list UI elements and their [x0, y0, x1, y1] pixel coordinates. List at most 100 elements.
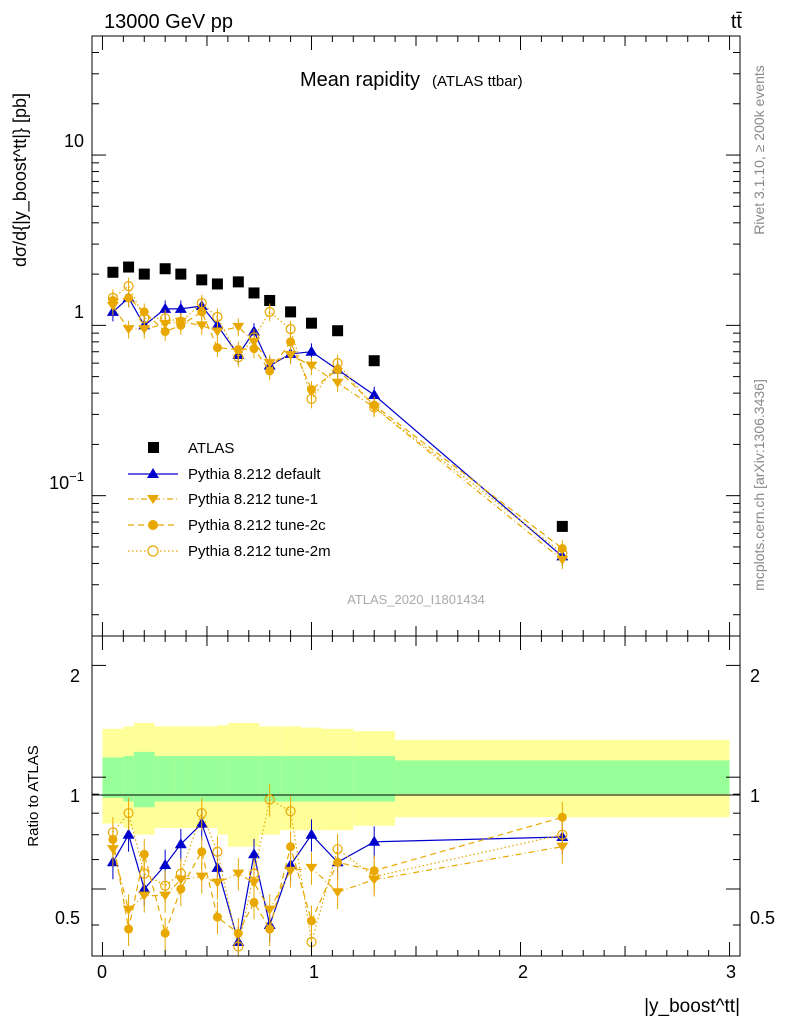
ratio-tune1-point: [305, 863, 318, 873]
ratio-default-point: [368, 835, 381, 846]
atlas-point: [305, 317, 317, 329]
tune2m-point: [233, 352, 244, 363]
tune1-point: [331, 378, 344, 388]
atlas-point: [556, 520, 568, 532]
ratio-tune2m-point: [332, 844, 343, 855]
ratio-tune2m-point: [107, 827, 119, 838]
band-inner: [133, 751, 155, 808]
plot-title: Mean rapidity: [300, 69, 420, 91]
ratio-tune2m-point: [139, 868, 150, 879]
ratio-tune2c-point: [197, 847, 207, 857]
ratio-tune1-point: [211, 878, 224, 888]
tune2c-point: [265, 366, 275, 376]
main-series: [106, 261, 569, 570]
tune2m-point: [332, 358, 343, 369]
ratio-tune1-point: [331, 888, 344, 898]
tune1-point: [284, 350, 297, 360]
ratio-tune2c-point: [265, 924, 275, 934]
ratio-y-tick-label: 0.5: [55, 908, 80, 928]
ratio-tune1-point: [232, 869, 245, 879]
tune1-point: [305, 361, 318, 371]
x-tick-label: 1: [309, 962, 319, 982]
atlas-point: [264, 294, 276, 306]
band-inner: [186, 756, 218, 802]
tune2m-point: [306, 393, 317, 405]
ratio-tune1-point: [138, 891, 151, 901]
atlas-point: [368, 355, 380, 367]
tune2c-point: [212, 343, 222, 353]
band-inner: [353, 756, 396, 802]
ratio-panel: 0.5 1 2 0.5 1 2 Ratio to ATLAS 0 1 2 3 |…: [25, 635, 775, 1017]
ratio-tune2m-point: [123, 808, 134, 819]
ratio-tune2m-point: [264, 794, 275, 805]
legend-entry-default: Pythia 8.212 default: [128, 466, 321, 483]
ratio-tune2m-point: [196, 808, 207, 819]
tune1-point: [195, 321, 208, 331]
tune2m-point: [248, 332, 260, 343]
legend-entry-tune2c: Pythia 8.212 tune-2c: [128, 517, 326, 534]
series-tune1: [106, 297, 569, 570]
band-inner: [154, 756, 176, 802]
ratio-tune2m-point: [212, 846, 223, 857]
ratio-default-point: [122, 828, 135, 839]
ratio-tune2m-point: [557, 829, 568, 840]
ratio-tune2c-point: [249, 897, 259, 907]
atlas-point: [196, 274, 208, 286]
ratio-tune2m-point: [285, 806, 296, 817]
atlas-point: [159, 263, 171, 275]
band-inner: [259, 756, 281, 802]
tune1-point: [232, 322, 245, 332]
tune2m-point: [160, 313, 171, 324]
ratio-tune2c-point: [160, 928, 170, 938]
y-tick-label: 10−1: [49, 469, 84, 493]
atlas-point: [138, 268, 150, 280]
ratio-tune2c-point: [124, 924, 134, 934]
x-tick-label: 3: [726, 962, 736, 982]
band-inner: [175, 756, 187, 802]
ratio-ticks: [92, 636, 740, 956]
tune2c-point: [306, 385, 316, 395]
tune2m-point: [212, 311, 223, 323]
analysis-id: ATLAS_2020_I1801434: [347, 592, 485, 607]
svg-text:Pythia 8.212 tune-2m: Pythia 8.212 tune-2m: [188, 543, 331, 560]
svg-text:ATLAS: ATLAS: [188, 440, 234, 457]
tune2m-point: [175, 316, 186, 327]
band-inner: [395, 760, 730, 795]
legend: ATLAS Pythia 8.212 default Pythia 8.212 …: [128, 440, 331, 560]
legend-entry-tune2m: Pythia 8.212 tune-2m: [128, 543, 331, 560]
band-inner: [217, 756, 228, 802]
tune2m-point: [285, 324, 296, 335]
series-tune2m: [107, 277, 568, 563]
tune1-point: [138, 325, 151, 335]
ratio-tune2m-point: [233, 941, 244, 952]
tune2m-point: [557, 548, 568, 559]
ratio-y-tick-label-right: 0.5: [750, 908, 775, 928]
ratio-tune2c-point: [286, 842, 296, 852]
default-point: [174, 302, 187, 313]
y-tick-label: 10: [64, 131, 84, 151]
tune1-point: [211, 327, 224, 337]
ratio-y-tick-label: 1: [70, 786, 80, 806]
ratio-tune2c-point: [212, 912, 222, 922]
x-axis-label: |y_boost^tt|: [644, 996, 740, 1017]
ratio-tune1-point: [122, 905, 135, 915]
ratio-default-point: [248, 848, 260, 859]
ratio-tune2m-point: [248, 868, 260, 879]
default-point: [368, 389, 381, 400]
tune2m-point: [369, 402, 380, 413]
ratio-y-tick-label: 2: [70, 666, 80, 686]
ratio-default-point: [159, 859, 172, 870]
atlas-point: [232, 276, 244, 288]
ratio-default-point: [174, 838, 187, 849]
ratio-tune2c-point: [306, 916, 316, 926]
ratio-tune1-point: [284, 866, 297, 876]
site-label: mcplots.cern.ch [arXiv:1306.3436]: [751, 379, 767, 591]
ratio-series-tune2m: [107, 784, 568, 956]
default-point: [305, 345, 318, 356]
atlas-point: [332, 325, 344, 337]
ratio-tune2c-point: [557, 812, 567, 822]
svg-text:Pythia 8.212 default: Pythia 8.212 default: [188, 466, 321, 483]
tune2m-point: [123, 281, 134, 292]
x-tick-label: 2: [518, 962, 528, 982]
